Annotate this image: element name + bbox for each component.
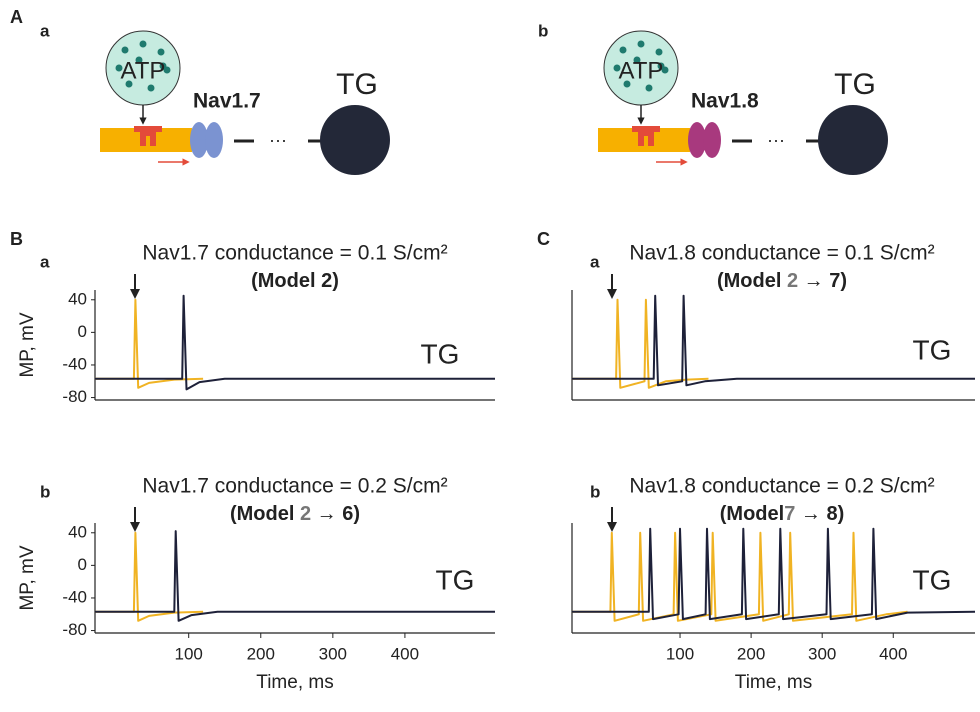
ligand-dot — [135, 56, 143, 64]
x-tick-label: 200 — [737, 644, 765, 663]
channel-label: Nav1.8 — [691, 90, 759, 113]
y-axis-label: MP, mV — [17, 312, 38, 377]
subtitle-part: 7 — [784, 503, 795, 525]
subtitle-part: (Model — [717, 270, 787, 292]
subtitle-part: 2 — [787, 270, 798, 292]
x-tick-label: 200 — [247, 644, 275, 663]
x-tick-label: 100 — [666, 644, 694, 663]
subtitle-part: (Model — [720, 503, 784, 525]
channel — [190, 122, 208, 158]
ligand-dot — [619, 46, 627, 54]
panel-label: b — [40, 482, 50, 501]
trace — [572, 298, 709, 389]
trace — [95, 531, 204, 622]
trace — [95, 294, 495, 391]
chart-title: Nav1.7 conductance = 0.2 S/cm² — [142, 475, 447, 498]
receptor — [632, 126, 660, 146]
chart-subtitle: (Model 2 → 6) — [230, 503, 360, 525]
channel — [205, 122, 223, 158]
ligand-dot — [121, 46, 129, 54]
chart-subtitle: (Model 2) — [251, 270, 339, 292]
target-label: TG — [336, 68, 378, 101]
receptor — [134, 126, 162, 146]
annotation: TG — [913, 564, 952, 595]
panel-label: a — [40, 252, 50, 271]
charts: a Nav1.7 conductance = 0.1 S/cm² (Model 2)… — [17, 242, 976, 693]
subtitle-part: 2 — [300, 503, 311, 525]
ligand-dot — [623, 80, 631, 88]
diagram: a ATP Nav1.7 ··· TG — [40, 21, 390, 175]
ligand-dot — [147, 84, 155, 92]
x-tick-label: 300 — [319, 644, 347, 663]
ligand-dot — [139, 40, 147, 48]
y-tick-label: 0 — [78, 322, 87, 341]
channel — [703, 122, 721, 158]
x-axis-label: Time, ms — [735, 672, 812, 693]
x-tick-label: 300 — [808, 644, 836, 663]
trace — [572, 294, 975, 387]
x-tick-label: 100 — [175, 644, 203, 663]
ligand-dot — [637, 40, 645, 48]
annotation: TG — [913, 334, 952, 365]
subtitle-part: → 7) — [798, 270, 847, 292]
ligand-label: ATP — [121, 57, 166, 84]
ligand-dot — [115, 64, 123, 72]
y-tick-label: 0 — [78, 555, 87, 574]
figure-label: C — [537, 229, 550, 249]
target-cell — [320, 105, 390, 175]
diagrams: a ATP Nav1.7 ··· TG b ATP Nav1.8 ··· TG — [40, 21, 888, 175]
trace — [95, 530, 495, 622]
panel-label: a — [590, 252, 600, 271]
chart-subtitle: (Model 2 → 7) — [717, 270, 847, 292]
channel-label: Nav1.7 — [193, 90, 261, 113]
y-tick-label: -40 — [62, 587, 87, 606]
y-tick-label: -80 — [62, 387, 87, 406]
ligand-dot — [655, 48, 663, 56]
panel-label: b — [590, 482, 600, 501]
trace — [572, 531, 908, 622]
ellipsis: ··· — [767, 130, 785, 150]
x-axis-label: Time, ms — [256, 672, 333, 693]
target-label: TG — [834, 68, 876, 101]
x-tick-label: 400 — [879, 644, 907, 663]
chart: a Nav1.7 conductance = 0.1 S/cm² (Model 2)… — [17, 242, 495, 406]
ligand-dot — [657, 62, 665, 70]
chart: a Nav1.8 conductance = 0.1 S/cm² (Model 2 … — [571, 242, 975, 401]
y-tick-label: -40 — [62, 354, 87, 373]
channel — [688, 122, 706, 158]
target-cell — [818, 105, 888, 175]
chart: b Nav1.8 conductance = 0.2 S/cm² (Model7 →… — [571, 475, 976, 693]
ligand-label: ATP — [619, 57, 664, 84]
ellipsis: ··· — [269, 130, 287, 150]
chart-title: Nav1.8 conductance = 0.2 S/cm² — [629, 475, 934, 498]
trace — [572, 527, 976, 621]
chart-subtitle: (Model7 → 8) — [720, 503, 844, 525]
ligand-dot — [645, 84, 653, 92]
subtitle-part: (Model — [230, 503, 300, 525]
subtitle-part: → 6) — [311, 503, 360, 525]
subtitle-part: (Model 2) — [251, 270, 339, 292]
ligand-dot — [125, 80, 133, 88]
ligand-dot — [613, 64, 621, 72]
chart-title: Nav1.8 conductance = 0.1 S/cm² — [629, 242, 934, 265]
figure-label: A — [10, 7, 23, 27]
ligand-dot — [633, 56, 641, 64]
figure-label: B — [10, 229, 23, 249]
annotation: TG — [436, 564, 475, 595]
annotation: TG — [421, 338, 460, 369]
y-axis-label: MP, mV — [17, 545, 38, 610]
chart-title: Nav1.7 conductance = 0.1 S/cm² — [142, 242, 447, 265]
x-tick-label: 400 — [391, 644, 419, 663]
panel-label: a — [40, 21, 50, 40]
y-tick-label: 40 — [68, 522, 87, 541]
ligand-dot — [157, 48, 165, 56]
chart: b Nav1.7 conductance = 0.2 S/cm² (Model 2 … — [17, 475, 495, 693]
subtitle-part: → 8) — [795, 503, 844, 525]
diagram: b ATP Nav1.8 ··· TG — [538, 21, 888, 175]
panel-label: b — [538, 21, 548, 40]
ligand-dot — [159, 62, 167, 70]
y-tick-label: 40 — [68, 289, 87, 308]
y-tick-label: -80 — [62, 620, 87, 639]
